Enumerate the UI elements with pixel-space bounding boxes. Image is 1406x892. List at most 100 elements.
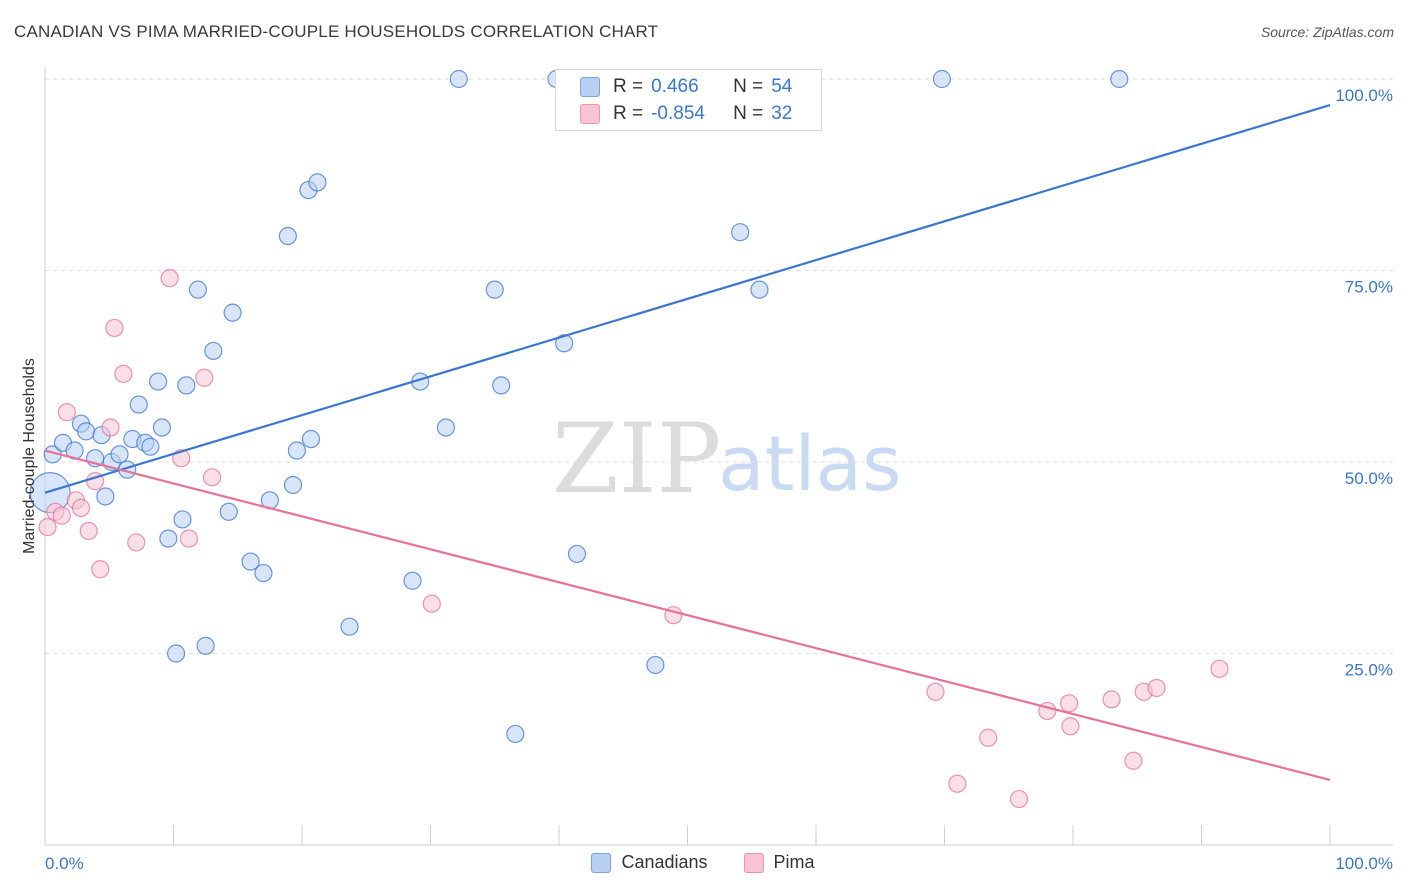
legend: Canadians Pima [0, 852, 1406, 873]
gridlines [45, 78, 1393, 654]
pima-point [114, 364, 133, 384]
canadians-point [287, 441, 306, 460]
canadians-point [110, 445, 129, 464]
canadians-point [204, 341, 223, 361]
canadians-point [283, 475, 303, 495]
pima-point [179, 529, 199, 548]
watermark: ZIP atlas [552, 403, 902, 515]
pima-point [926, 682, 945, 701]
canadians-point [506, 724, 525, 744]
y-tick-labels: 25.0% 50.0% 75.0% 100.0% [1335, 86, 1393, 680]
canadians-point [731, 223, 750, 242]
pima-point [1060, 694, 1079, 713]
r-label: R = [613, 76, 644, 97]
r-value: -0.854 [651, 103, 705, 124]
trend-line-pima [44, 449, 1331, 781]
pima-swatch [580, 104, 600, 124]
canadians-point [148, 372, 168, 391]
pima-point [202, 468, 222, 487]
chart-title: CANADIAN VS PIMA MARRIED-COUPLE HOUSEHOL… [14, 22, 659, 41]
canadians-point [219, 502, 238, 521]
pima-point [79, 521, 98, 541]
trend-line-canadians [44, 103, 1331, 494]
pima-point [195, 368, 214, 387]
r-value: 0.466 [651, 76, 699, 97]
legend-swatch-canadians [591, 852, 612, 873]
pima-point [1147, 678, 1166, 698]
pima-point [38, 518, 57, 537]
canadians-point [96, 487, 115, 506]
canadians-point [166, 644, 186, 663]
y-tick-label: 25.0% [1345, 661, 1393, 680]
trend-lines [44, 103, 1331, 781]
points-pima [38, 269, 1229, 809]
pima-point [52, 506, 71, 525]
x-tick-label: 100.0% [1335, 854, 1393, 873]
canadians-point [129, 395, 148, 414]
x-tick-label: 0.0% [45, 854, 84, 873]
watermark-atlas: atlas [718, 419, 902, 508]
canadians-swatch [580, 77, 600, 97]
canadians-point [492, 376, 511, 395]
canadians-point [449, 69, 468, 89]
canadians-point [254, 563, 273, 583]
canadians-point [141, 437, 160, 456]
canadians-point [436, 418, 456, 437]
canadians-point [646, 655, 665, 675]
canadians-point [1110, 69, 1129, 89]
canadians-point [177, 376, 196, 395]
pima-point [105, 318, 124, 338]
stats-row-canadians: R = 0.466 N = 54 [580, 74, 792, 100]
legend-swatch-pima [743, 852, 764, 873]
canadians-point [77, 422, 96, 441]
n-value: 54 [771, 76, 793, 97]
pima-point [1061, 717, 1080, 736]
canadians-point [750, 280, 769, 299]
legend-item-canadians[interactable]: Canadians [591, 852, 708, 873]
pima-point [1124, 751, 1143, 770]
n-label: N = [733, 76, 764, 97]
pima-point [127, 533, 146, 552]
canadians-point [173, 510, 192, 529]
points-canadians [29, 69, 1129, 744]
pima-point [57, 403, 76, 422]
pima-point [422, 594, 441, 613]
pima-point [101, 418, 120, 437]
canadians-point [223, 303, 242, 322]
pima-point [1210, 659, 1229, 678]
pima-point [160, 269, 179, 288]
canadians-point [485, 280, 504, 299]
canadians-point [403, 571, 422, 590]
pima-point [91, 560, 110, 579]
source-label: Source: ZipAtlas.com [1260, 24, 1394, 40]
canadians-point [932, 69, 952, 89]
legend-label-pima: Pima [773, 852, 815, 872]
canadians-point [188, 280, 208, 299]
canadians-point [567, 544, 587, 564]
legend-label-canadians: Canadians [621, 852, 708, 872]
n-value: 32 [771, 103, 793, 124]
canadians-point [301, 429, 321, 449]
pima-point [948, 774, 967, 793]
stats-box: R = 0.466 N = 54 R = -0.854 N = 32 [555, 69, 822, 131]
y-axis-label: Married-couple Households [21, 358, 38, 554]
y-tick-label: 50.0% [1345, 469, 1393, 488]
y-tick-label: 100.0% [1335, 86, 1393, 105]
y-tick-label: 75.0% [1345, 278, 1393, 297]
pima-point [979, 728, 998, 747]
canadians-point [159, 529, 178, 548]
canadians-point [241, 552, 260, 571]
canadians-point [555, 334, 574, 353]
legend-item-pima[interactable]: Pima [743, 852, 815, 873]
canadians-point [196, 636, 215, 655]
x-tick-labels: 0.0% 100.0% [45, 854, 1393, 873]
pima-point [1102, 690, 1121, 709]
stats-row-pima: R = -0.854 N = 32 [580, 101, 792, 127]
canadians-point [308, 173, 327, 192]
canadians-point [340, 617, 359, 636]
r-label: R = [613, 103, 644, 124]
n-label: N = [733, 103, 764, 124]
watermark-zip: ZIP [552, 403, 721, 515]
canadians-point [152, 418, 172, 437]
